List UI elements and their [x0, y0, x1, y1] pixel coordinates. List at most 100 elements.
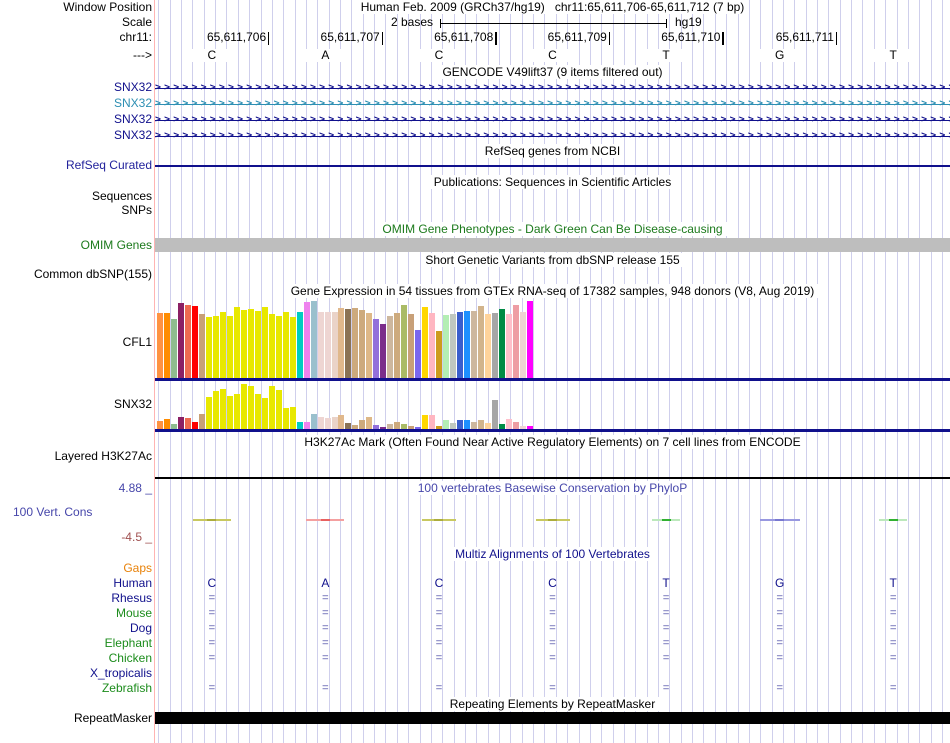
gtex-tissue-bar[interactable]: [212, 316, 219, 378]
gtex-tissue-bar[interactable]: [338, 415, 345, 429]
gtex-tissue-bar[interactable]: [380, 427, 387, 429]
gtex-tissue-bar[interactable]: [352, 425, 359, 429]
gtex-tissue-bar[interactable]: [254, 311, 261, 378]
gtex-tissue-bar[interactable]: [345, 309, 352, 378]
refseq-track-title[interactable]: RefSeq genes from NCBI: [155, 144, 950, 158]
gtex-tissue-bar[interactable]: [443, 315, 450, 378]
gtex-tissue-bar[interactable]: [471, 311, 478, 378]
gtex-tissue-bar[interactable]: [366, 417, 373, 429]
gtex-tissue-bar[interactable]: [485, 423, 492, 429]
gtex-tissue-bar[interactable]: [289, 317, 296, 378]
gencode-transcript-label[interactable]: SNX32: [113, 128, 152, 142]
gtex-tissue-bar[interactable]: [429, 313, 436, 378]
snps-label[interactable]: SNPs: [121, 203, 152, 217]
omim-gene-bar[interactable]: [155, 238, 950, 252]
gtex-tissue-bar[interactable]: [331, 312, 338, 378]
gtex-tissue-bar[interactable]: [373, 425, 380, 429]
gtex-tissue-bar[interactable]: [526, 301, 533, 378]
refseq-gene-line[interactable]: [155, 165, 950, 167]
multiz-species-label[interactable]: Rhesus: [111, 591, 152, 605]
gtex-tissue-bar[interactable]: [296, 422, 303, 429]
gtex-tissue-bar[interactable]: [184, 305, 191, 378]
cfl1-gene-label[interactable]: CFL1: [122, 335, 152, 349]
gtex-tissue-bar[interactable]: [499, 424, 506, 429]
gtex-track-title[interactable]: Gene Expression in 54 tissues from GTEx …: [155, 284, 950, 298]
gtex-tissue-bar[interactable]: [233, 307, 240, 378]
layered-h3k27ac-label[interactable]: Layered H3K27Ac: [54, 449, 152, 463]
gencode-transcript[interactable]: >>>>>>>>>>>>>>>>>>>>>>>>>>>>>>>>>>>>>>>>…: [155, 113, 950, 127]
gtex-tissue-bar[interactable]: [212, 391, 219, 429]
gtex-tissue-bar[interactable]: [492, 313, 499, 378]
conservation-label[interactable]: 100 Vert. Cons: [13, 505, 93, 519]
gtex-tissue-bar[interactable]: [226, 316, 233, 378]
gencode-transcript[interactable]: >>>>>>>>>>>>>>>>>>>>>>>>>>>>>>>>>>>>>>>>…: [155, 81, 950, 95]
gtex-tissue-bar[interactable]: [415, 427, 422, 429]
multiz-species-label[interactable]: Elephant: [104, 636, 152, 650]
multiz-species-label[interactable]: Chicken: [108, 651, 152, 665]
gtex-tissue-bar[interactable]: [170, 424, 177, 429]
publications-track-title[interactable]: Publications: Sequences in Scientific Ar…: [155, 175, 950, 189]
gtex-tissue-bar[interactable]: [191, 306, 198, 378]
gtex-tissue-bar[interactable]: [457, 420, 464, 429]
gtex-tissue-bar[interactable]: [261, 398, 268, 429]
gtex-tissue-bar[interactable]: [240, 384, 247, 429]
gtex-tissue-bar[interactable]: [366, 313, 373, 378]
base-position-ruler[interactable]: 65,611,706 65,611,707 65,611,708 65,611,709…: [155, 31, 950, 47]
gtex-tissue-bar[interactable]: [512, 305, 519, 378]
gtex-tissue-bar[interactable]: [240, 310, 247, 378]
gtex-tissue-bar[interactable]: [436, 331, 443, 378]
multiz-species-label[interactable]: Dog: [129, 621, 152, 635]
gtex-tissue-bar[interactable]: [387, 424, 394, 429]
gtex-tissue-bar[interactable]: [471, 422, 478, 429]
gtex-cfl1-barchart[interactable]: [155, 300, 950, 378]
snx32-gene-label[interactable]: SNX32: [113, 397, 152, 411]
multiz-species-label[interactable]: Zebrafish: [101, 681, 152, 695]
gtex-tissue-bar[interactable]: [345, 423, 352, 429]
gtex-tissue-bar[interactable]: [261, 307, 268, 378]
gtex-tissue-bar[interactable]: [485, 314, 492, 378]
gtex-tissue-bar[interactable]: [303, 422, 310, 429]
gtex-snx32-barchart[interactable]: [155, 382, 950, 429]
gtex-tissue-bar[interactable]: [436, 426, 443, 429]
gtex-tissue-bar[interactable]: [157, 313, 163, 378]
gtex-tissue-bar[interactable]: [219, 312, 226, 378]
h3k27ac-track-title[interactable]: H3K27Ac Mark (Often Found Near Active Re…: [155, 435, 950, 449]
gtex-tissue-bar[interactable]: [282, 408, 289, 429]
gtex-tissue-bar[interactable]: [317, 312, 324, 378]
gtex-tissue-bar[interactable]: [526, 426, 533, 429]
gtex-tissue-bar[interactable]: [205, 317, 212, 378]
gtex-tissue-bar[interactable]: [191, 422, 198, 429]
gtex-tissue-bar[interactable]: [338, 308, 345, 378]
gencode-transcript-label[interactable]: SNX32: [113, 96, 152, 110]
gtex-tissue-bar[interactable]: [254, 394, 261, 429]
gtex-tissue-bar[interactable]: [177, 303, 184, 378]
gtex-tissue-bar[interactable]: [492, 400, 499, 429]
common-dbsnp-label[interactable]: Common dbSNP(155): [33, 267, 152, 281]
gtex-tissue-bar[interactable]: [198, 314, 205, 378]
sequences-label[interactable]: Sequences: [91, 189, 152, 203]
gtex-tissue-bar[interactable]: [219, 389, 226, 429]
gtex-tissue-bar[interactable]: [408, 314, 415, 378]
repeatmasker-label[interactable]: RepeatMasker: [73, 711, 152, 725]
gtex-tissue-bar[interactable]: [373, 319, 380, 378]
gtex-tissue-bar[interactable]: [401, 305, 408, 378]
gtex-tissue-bar[interactable]: [519, 426, 526, 429]
gtex-tissue-bar[interactable]: [512, 422, 519, 429]
gtex-tissue-bar[interactable]: [317, 417, 324, 429]
gtex-tissue-bar[interactable]: [170, 319, 177, 378]
gtex-tissue-bar[interactable]: [324, 312, 331, 378]
multiz-species-label[interactable]: Human: [113, 576, 152, 590]
gtex-tissue-bar[interactable]: [478, 306, 485, 378]
repeatmasker-element-bar[interactable]: [155, 712, 950, 724]
multiz-track-title[interactable]: Multiz Alignments of 100 Vertebrates: [155, 547, 950, 561]
gtex-tissue-bar[interactable]: [233, 394, 240, 429]
gtex-tissue-bar[interactable]: [478, 420, 485, 429]
gtex-tissue-bar[interactable]: [457, 312, 464, 378]
gencode-transcript-label[interactable]: SNX32: [113, 80, 152, 94]
omim-genes-label[interactable]: OMIM Genes: [80, 238, 152, 252]
gtex-tissue-bar[interactable]: [205, 397, 212, 429]
gtex-tissue-bar[interactable]: [163, 419, 170, 429]
gtex-tissue-bar[interactable]: [359, 420, 366, 429]
gtex-tissue-bar[interactable]: [422, 415, 429, 429]
gtex-tissue-bar[interactable]: [394, 422, 401, 429]
